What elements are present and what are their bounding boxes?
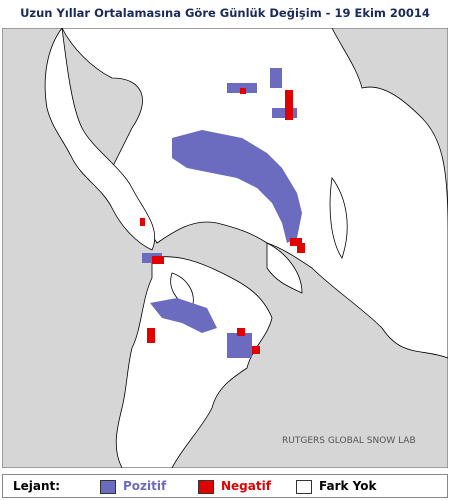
title: Uzun Yıllar Ortalamasına Göre Günlük Değ…	[20, 6, 430, 20]
land	[44, 28, 448, 468]
legend-item: Negatif	[221, 479, 271, 493]
legend-item: Pozitif	[123, 479, 167, 493]
legend-swatch	[198, 480, 214, 494]
legend-label: Lejant:	[13, 479, 61, 493]
map: RUTGERS GLOBAL SNOW LAB	[2, 28, 448, 468]
legend: Lejant: Pozitif Negatif Fark Yok	[2, 474, 448, 498]
legend-swatch	[100, 480, 116, 494]
legend-swatch	[296, 480, 312, 494]
credit: RUTGERS GLOBAL SNOW LAB	[282, 436, 416, 446]
legend-item: Fark Yok	[319, 479, 377, 493]
negative-areas	[140, 88, 305, 354]
